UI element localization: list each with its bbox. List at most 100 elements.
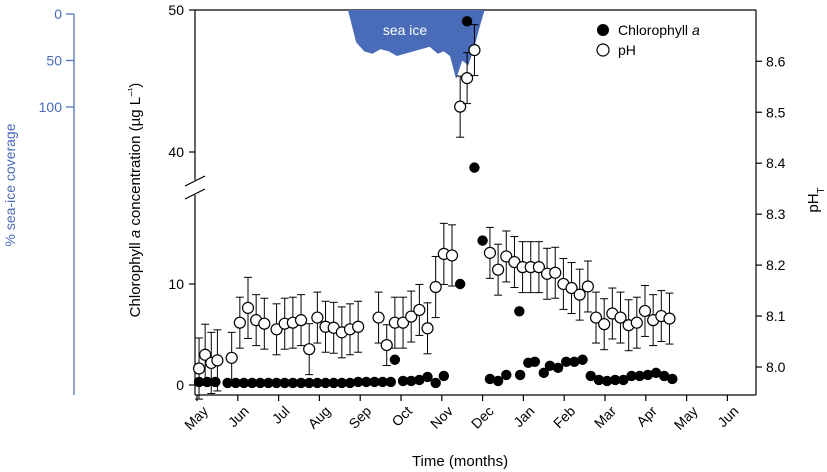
chlorophyll-point bbox=[352, 376, 364, 388]
chlorophyll-point bbox=[255, 377, 266, 389]
ph-point-group bbox=[663, 292, 676, 345]
chlorophyll-point bbox=[422, 371, 433, 383]
chlorophyll-point bbox=[222, 377, 233, 389]
ph-point-group bbox=[454, 75, 467, 138]
chlorophyll-point bbox=[529, 356, 541, 367]
ph-point-group bbox=[372, 291, 385, 344]
ph-point bbox=[405, 310, 418, 323]
sea-ice-shape bbox=[347, 10, 485, 79]
chlorophyll-point bbox=[238, 377, 250, 389]
chlorophyll-point bbox=[438, 370, 450, 382]
ph-point bbox=[225, 351, 238, 364]
chlorophyll-point bbox=[295, 377, 307, 389]
right-tick-label: 8.6 bbox=[766, 53, 786, 69]
chlorophyll-point bbox=[279, 377, 290, 389]
chlorophyll-point bbox=[492, 375, 504, 387]
ph-point bbox=[638, 304, 652, 318]
ph-point bbox=[211, 354, 224, 367]
ph-point-group bbox=[500, 230, 513, 283]
x-tick-label: Oct bbox=[388, 403, 415, 430]
chlorophyll-point bbox=[610, 374, 621, 386]
x-tick-label: May bbox=[671, 403, 701, 433]
chlorophyll-point bbox=[514, 306, 525, 317]
ph-point bbox=[380, 338, 393, 352]
chlorophyll-point bbox=[385, 376, 396, 388]
chlorophyll-point bbox=[361, 376, 372, 388]
left-tick-label: 50 bbox=[168, 2, 184, 18]
chlorophyll-point bbox=[658, 370, 670, 382]
x-tick-label: Feb bbox=[550, 403, 579, 432]
chlorophyll-point bbox=[246, 377, 258, 389]
plot-frame bbox=[184, 9, 757, 396]
ph-point-group bbox=[492, 243, 505, 296]
left-tick-label: 40 bbox=[168, 144, 184, 160]
chlorophyll-point bbox=[287, 377, 299, 389]
chlorophyll-point bbox=[389, 354, 401, 365]
left-tick-label: 10 bbox=[168, 276, 184, 292]
x-tick-label: Jan bbox=[510, 403, 537, 430]
chlorophyll-point bbox=[230, 377, 241, 389]
ph-point bbox=[421, 322, 434, 335]
right-tick-label: 8.3 bbox=[766, 206, 786, 222]
chlorophyll-point bbox=[601, 375, 613, 387]
ph-point-group bbox=[589, 291, 603, 344]
legend-chlorophyll-marker bbox=[597, 24, 609, 36]
x-tick-label: Jul bbox=[269, 403, 293, 427]
ph-point-group bbox=[405, 290, 418, 343]
chlorophyll-point bbox=[430, 377, 441, 389]
ph-point-group bbox=[303, 323, 316, 376]
ice-tick-label: 100 bbox=[39, 99, 63, 115]
ph-point bbox=[589, 311, 603, 324]
chlorophyll-point bbox=[501, 369, 512, 381]
ph-point bbox=[573, 288, 586, 301]
legend-ph-label: pH bbox=[618, 42, 636, 58]
chlorophyll-point bbox=[552, 362, 564, 374]
ph-point-group bbox=[445, 224, 459, 287]
chlorophyll-point bbox=[397, 375, 409, 387]
chlorophyll-point bbox=[618, 374, 629, 386]
ph-point bbox=[352, 320, 365, 333]
x-tick-label: Mar bbox=[591, 403, 620, 432]
ph-point-group bbox=[581, 260, 594, 313]
legend-chlorophyll-label: Chlorophyll a bbox=[618, 22, 700, 38]
ph-point-group bbox=[258, 297, 271, 350]
ph-point bbox=[303, 343, 316, 356]
legend-ph-marker bbox=[596, 43, 610, 57]
x-axis-title: Time (months) bbox=[412, 453, 508, 470]
ph-point-group bbox=[549, 246, 562, 299]
chlorophyll-point bbox=[344, 377, 356, 389]
ph-point-group bbox=[211, 329, 224, 392]
ph-point bbox=[199, 348, 212, 361]
x-axis: May Jun Jul Aug Sep Oct Nov Dec Jan Feb Mar Apr May J… bbox=[181, 395, 742, 433]
chlorophyll-point bbox=[304, 377, 315, 389]
chlorophyll-point bbox=[667, 373, 678, 385]
ice-tick-label: 50 bbox=[46, 53, 62, 69]
chlorophyll-point bbox=[312, 377, 323, 389]
axis-break-mark bbox=[184, 175, 206, 187]
ph-point bbox=[429, 280, 442, 294]
chlorophyll-point bbox=[484, 373, 496, 385]
chlorophyll-point bbox=[263, 377, 274, 389]
sea-ice-label: sea ice bbox=[383, 22, 428, 38]
ph-series bbox=[192, 24, 676, 400]
right-axis-title: pHT bbox=[805, 187, 827, 212]
ph-point bbox=[663, 312, 676, 325]
ph-point-group bbox=[565, 262, 578, 315]
ph-point bbox=[396, 316, 410, 329]
ph-point-group bbox=[532, 241, 546, 294]
x-tick-label: Nov bbox=[427, 403, 456, 432]
ph-point bbox=[270, 323, 283, 336]
ph-point bbox=[445, 249, 459, 262]
ph-point-group bbox=[294, 294, 308, 347]
x-tick-label: May bbox=[181, 403, 211, 433]
ph-point bbox=[454, 100, 467, 113]
chlorophyll-point bbox=[650, 367, 662, 379]
chlorophyll-point bbox=[271, 377, 282, 389]
ph-point bbox=[630, 316, 643, 329]
ph-point-group bbox=[468, 24, 481, 77]
ice-tick-label: 0 bbox=[54, 6, 62, 22]
ph-point bbox=[258, 317, 271, 330]
left-axis: 0 10 40 50 bbox=[168, 2, 195, 393]
x-tick-label: Aug bbox=[305, 403, 334, 432]
